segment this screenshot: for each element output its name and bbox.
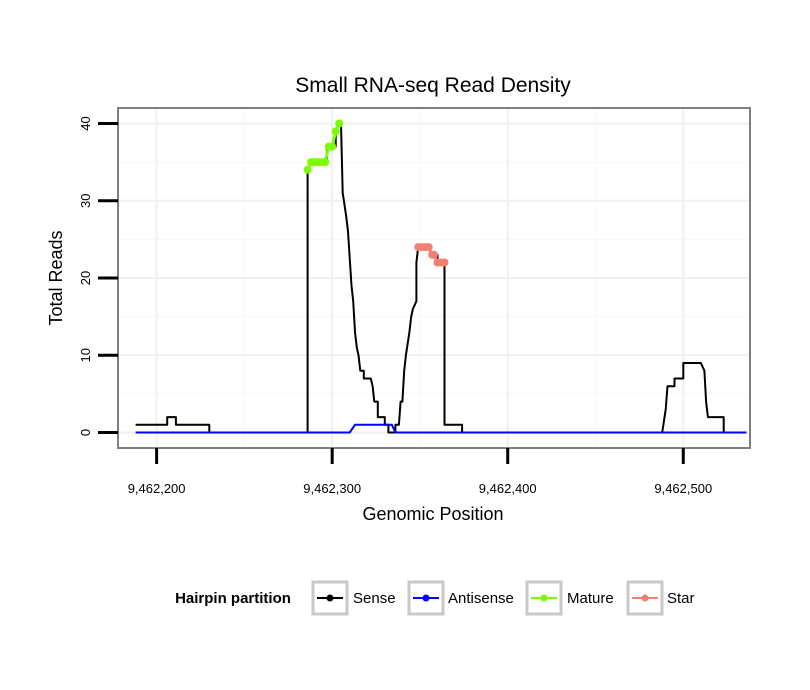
- y-tick-label: 20: [78, 271, 93, 285]
- star-point: [440, 258, 449, 267]
- x-tick-label: 9,462,400: [479, 481, 537, 496]
- antisense-legend-dot: [422, 594, 430, 602]
- grid-lines: [119, 109, 749, 447]
- series-layer: [135, 119, 747, 434]
- star-legend-label: Star: [667, 590, 695, 607]
- chart-title: Small RNA-seq Read Density: [295, 74, 571, 97]
- star-point: [424, 243, 433, 252]
- sense-legend-label: Sense: [353, 590, 396, 607]
- x-tick-label: 9,462,500: [654, 481, 712, 496]
- y-axis-label: Total Reads: [46, 230, 66, 325]
- antisense-series-line: [135, 423, 747, 434]
- x-tick-label: 9,462,200: [128, 481, 186, 496]
- mature-legend-label: Mature: [567, 590, 614, 607]
- y-tick-label: 10: [78, 348, 93, 362]
- y-tick-label: 30: [78, 193, 93, 207]
- sense-legend-dot: [326, 594, 334, 602]
- antisense-legend-label: Antisense: [448, 590, 514, 607]
- mature-legend-dot: [540, 594, 548, 602]
- x-tick-label: 9,462,300: [303, 481, 361, 496]
- mature-point: [303, 165, 312, 174]
- legend: Hairpin partition Sense Antisense Mature St…: [175, 580, 695, 616]
- y-tick-label: 40: [78, 116, 93, 130]
- mature-point: [328, 142, 337, 151]
- mature-point: [331, 127, 340, 136]
- axes: 9,462,200 9,462,300 9,462,400 9,462,500 0 10 2…: [78, 116, 712, 496]
- mature-point: [335, 119, 344, 128]
- x-axis-label: Genomic Position: [362, 504, 503, 524]
- star-legend-dot: [641, 594, 649, 602]
- mature-point: [321, 158, 330, 167]
- y-tick-label: 0: [78, 429, 93, 436]
- star-point: [430, 250, 438, 259]
- legend-title: Hairpin partition: [175, 590, 291, 607]
